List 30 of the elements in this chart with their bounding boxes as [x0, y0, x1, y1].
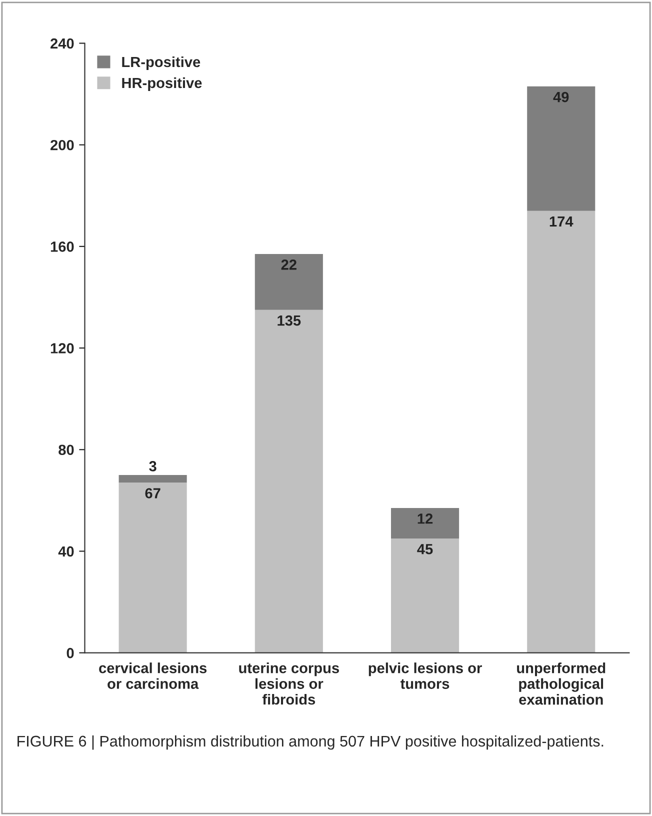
y-tick-label: 160 [50, 242, 74, 252]
y-tick-label: 200 [50, 140, 74, 150]
bar [527, 86, 596, 211]
y-tick-label: 40 [58, 546, 74, 557]
x-tick-label: unperformed pathological examination [517, 662, 606, 705]
bar [118, 482, 187, 653]
y-tick-label: 120 [50, 343, 74, 354]
legend-label: HR-positive [122, 77, 202, 92]
data-label: 174 [550, 216, 574, 227]
data-label: 45 [417, 544, 433, 554]
caption: FIGURE 6 | Pathomorphism distribution among 507 HPV positive hospitalized-patients. [18, 735, 604, 750]
legend-label: LR-positive [122, 56, 200, 70]
data-label: 3 [149, 461, 156, 472]
data-label: 12 [418, 513, 433, 524]
data-label: 22 [281, 260, 296, 270]
y-tick-label: 80 [58, 444, 74, 456]
bar [118, 475, 187, 483]
data-label: 49 [553, 92, 569, 102]
y-tick-label: 0 [66, 648, 74, 658]
bar [390, 538, 460, 653]
bar [527, 210, 596, 653]
bar [390, 508, 460, 539]
data-label: 135 [278, 315, 301, 326]
x-tick-label: uterine corpus lesions or fibroids [239, 662, 339, 705]
bar [254, 310, 323, 653]
y-tick-label: 240 [50, 38, 74, 49]
x-tick-label: pelvic lesions or tumors [368, 662, 482, 689]
bar [254, 254, 323, 310]
data-label: 67 [145, 488, 160, 498]
x-tick-label: cervical lesions or carcinoma [99, 662, 207, 689]
